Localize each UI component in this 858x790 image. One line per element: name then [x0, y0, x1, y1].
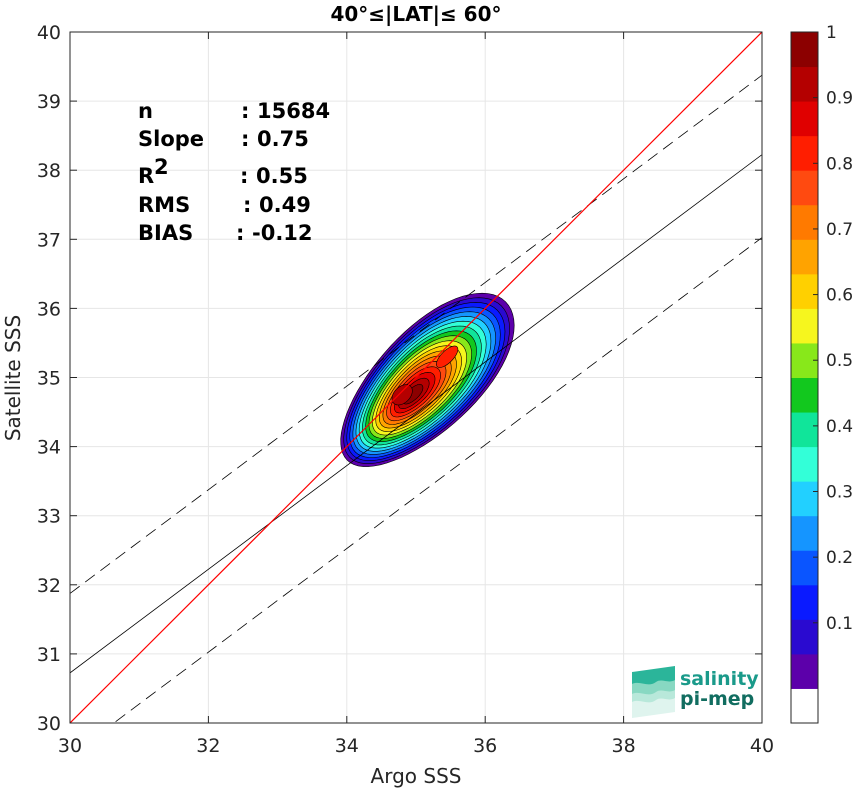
colorbar-tick-label: 0.9 — [826, 89, 853, 109]
stat-label: BIAS — [138, 221, 193, 245]
stat-row: RMS:0.49 — [138, 193, 311, 217]
regression-line — [70, 154, 762, 674]
x-axis-ticks: 30 32 34 36 38 40 — [58, 32, 774, 757]
colorbar-band — [791, 688, 818, 724]
stat-separator: : — [241, 127, 249, 151]
stat-value: 0.75 — [257, 127, 309, 151]
stat-value: 15684 — [257, 99, 330, 123]
colorbar-band — [791, 273, 818, 309]
x-tick-label: 36 — [473, 735, 497, 757]
stat-label: Slope — [138, 127, 204, 151]
x-tick-label: 38 — [612, 735, 636, 757]
colorbar-tick-label: 0.5 — [826, 351, 853, 371]
logo-graphic — [632, 666, 675, 718]
upper-bound-dashed-line — [70, 74, 762, 594]
lower-bound-dashed-line — [113, 237, 762, 723]
colorbar-band — [791, 32, 818, 68]
colorbar-band — [791, 239, 818, 275]
x-axis-label: Argo SSS — [371, 764, 462, 788]
stat-label: R — [138, 164, 154, 188]
colorbar-band — [791, 135, 818, 171]
colorbar-tick-label: 0.8 — [826, 154, 853, 174]
colorbar-band — [791, 66, 818, 102]
y-tick-label: 39 — [37, 91, 61, 113]
colorbar-band — [791, 308, 818, 344]
colorbar-tick-label: 0.4 — [826, 417, 853, 437]
colorbar: 0.1 0.2 0.3 0.4 0.5 0.6 0.7 0.8 0.9 1 — [790, 23, 853, 724]
y-tick-label: 36 — [37, 298, 61, 320]
colorbar-band — [791, 653, 818, 689]
y-tick-label: 35 — [37, 368, 61, 390]
colorbar-band — [791, 204, 818, 240]
reference-lines — [70, 32, 762, 723]
stat-value: 0.55 — [256, 164, 308, 188]
stat-separator: : — [243, 193, 251, 217]
colorbar-band — [791, 515, 818, 551]
x-tick-label: 34 — [335, 735, 359, 757]
stat-row: R 2:0.55 — [138, 155, 308, 188]
stat-row: Slope:0.75 — [138, 127, 309, 151]
colorbar-tick-label: 1 — [826, 23, 837, 43]
density-peak — [436, 345, 459, 368]
y-tick-label: 40 — [37, 22, 61, 44]
colorbar-tick-label: 0.2 — [826, 548, 853, 568]
density-contours — [340, 292, 515, 467]
stat-superscript: 2 — [154, 155, 169, 179]
colorbar-band — [791, 619, 818, 655]
y-tick-label: 34 — [37, 437, 61, 459]
chart-title: 40°≤|LAT|≤ 60° — [330, 2, 501, 26]
identity-line — [70, 32, 762, 723]
stat-separator: : — [240, 164, 248, 188]
stat-label: RMS — [138, 193, 190, 217]
x-tick-label: 32 — [196, 735, 220, 757]
colorbar-band — [791, 377, 818, 413]
stat-label: n — [138, 99, 153, 123]
x-tick-label: 40 — [750, 735, 774, 757]
colorbar-band — [791, 446, 818, 482]
colorbar-band — [791, 412, 818, 448]
y-tick-label: 38 — [37, 160, 61, 182]
y-tick-label: 33 — [37, 506, 61, 528]
stat-value: 0.49 — [259, 193, 311, 217]
y-axis-label: Satellite SSS — [1, 315, 25, 441]
colorbar-tick-label: 0.3 — [826, 483, 853, 503]
x-tick-label: 30 — [58, 735, 82, 757]
y-axis-ticks: 30 31 32 33 34 35 36 37 38 39 40 — [37, 22, 762, 735]
density-peak — [391, 384, 413, 406]
stat-value: -0.12 — [252, 221, 313, 245]
colorbar-band — [791, 481, 818, 517]
y-tick-label: 37 — [37, 229, 61, 251]
stat-row: BIAS: -0.12 — [138, 221, 313, 245]
colorbar-band — [791, 170, 818, 206]
stat-row: n:15684 — [138, 99, 330, 123]
colorbar-tick-label: 0.1 — [826, 614, 853, 634]
colorbar-frame — [790, 31, 819, 724]
logo-text-pimep: pi-mep — [680, 688, 754, 710]
colorbar-band — [791, 584, 818, 620]
y-tick-label: 32 — [37, 575, 61, 597]
stat-separator: : — [236, 221, 244, 245]
colorbar-band — [791, 101, 818, 137]
y-tick-label: 30 — [37, 713, 61, 735]
stat-separator: : — [241, 99, 249, 123]
colorbar-tick-label: 0.6 — [826, 286, 853, 306]
colorbar-band — [791, 550, 818, 586]
colorbar-tick-label: 0.7 — [826, 220, 853, 240]
logo-text-salinity: salinity — [680, 668, 759, 690]
salinity-pimep-logo: salinity pi-mep — [632, 666, 759, 718]
y-tick-label: 31 — [37, 644, 61, 666]
